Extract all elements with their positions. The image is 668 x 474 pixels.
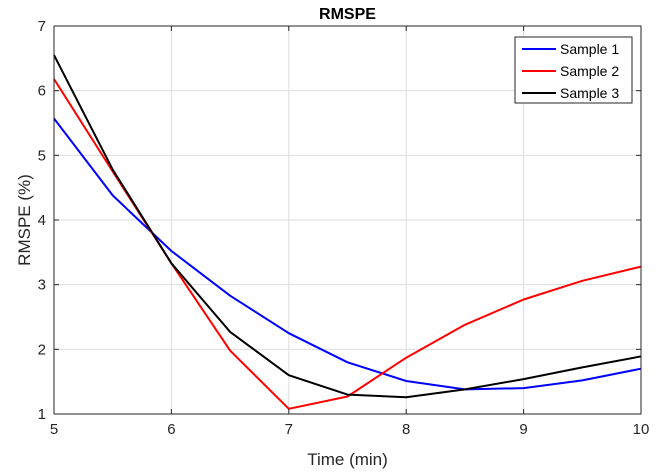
x-tick-label: 5 xyxy=(50,421,58,438)
y-tick-label: 6 xyxy=(38,83,46,100)
x-tick-label: 6 xyxy=(167,421,175,438)
series-line-sample-3 xyxy=(53,54,642,399)
y-axis-label: RMSPE (%) xyxy=(15,174,34,266)
y-tick-label: 1 xyxy=(38,406,46,423)
y-tick-label: 3 xyxy=(38,277,46,294)
y-tick-label: 5 xyxy=(38,147,46,164)
x-tick-label: 9 xyxy=(519,421,527,438)
x-tick-label: 10 xyxy=(633,421,650,438)
series-layer xyxy=(53,54,642,410)
chart-title: RMSPE xyxy=(319,6,376,23)
y-tick-label: 7 xyxy=(38,18,46,35)
axis-ticks: 5 6 7 8 9 10 1 2 3 4 5 6 7 xyxy=(38,18,650,438)
x-tick-label: 8 xyxy=(402,421,410,438)
legend-label-sample-3: Sample 3 xyxy=(560,85,619,101)
legend-label-sample-2: Sample 2 xyxy=(560,63,619,79)
x-axis-label: Time (min) xyxy=(307,450,388,469)
x-tick-label: 7 xyxy=(285,421,293,438)
y-tick-label: 2 xyxy=(38,341,46,358)
legend: Sample 1 Sample 2 Sample 3 xyxy=(514,36,633,104)
legend-label-sample-1: Sample 1 xyxy=(560,41,619,57)
y-tick-label: 4 xyxy=(38,212,46,229)
